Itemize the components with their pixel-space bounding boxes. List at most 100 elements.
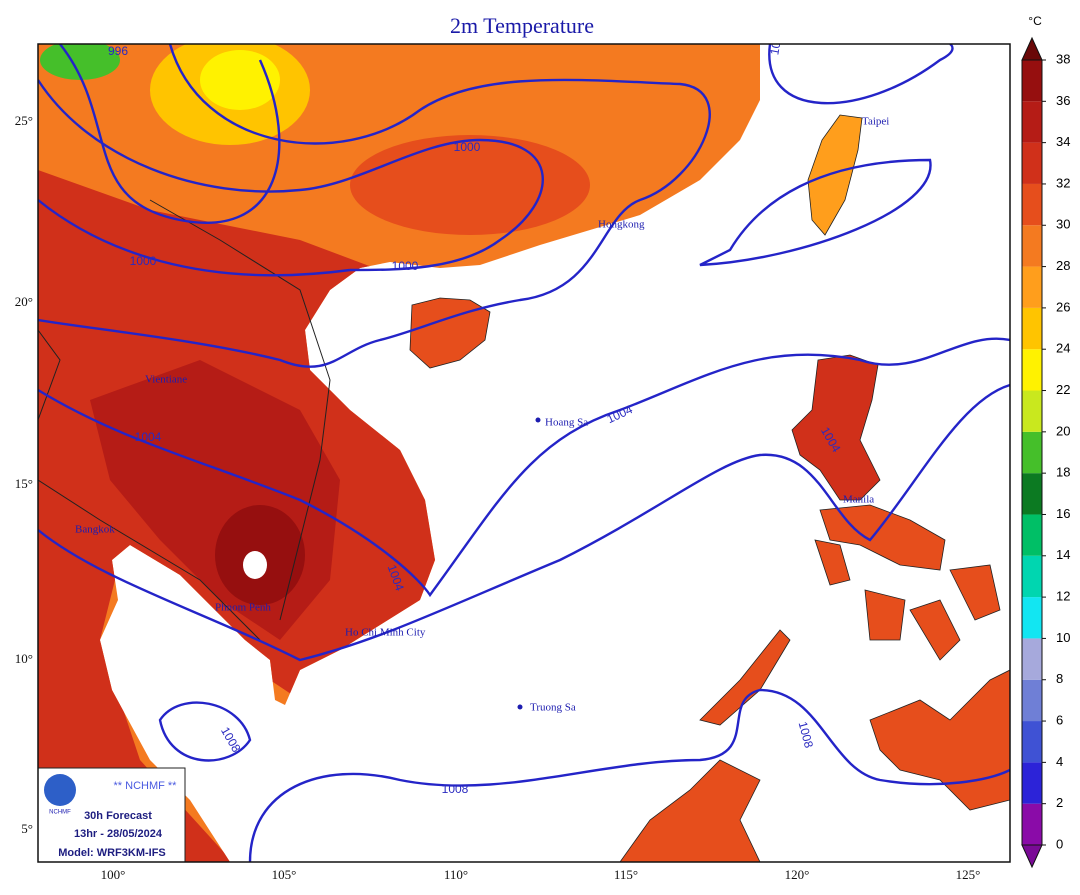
colorbar-tick-label: 8 [1056, 671, 1063, 686]
map-frame [37, 43, 1011, 863]
colorbar-tick-label: 28 [1056, 258, 1070, 273]
island [807, 114, 863, 236]
colorbar-bin [1022, 390, 1042, 432]
colorbar-bin [1022, 803, 1042, 845]
lat-label: 10° [15, 651, 33, 666]
colorbar-bin [1022, 721, 1042, 763]
border [149, 199, 331, 621]
colorbar-tick-label: 32 [1056, 175, 1070, 190]
isobar-label: 1008 [796, 720, 817, 750]
colorbar-tick-label: 38 [1056, 51, 1070, 66]
isobar [699, 158, 932, 267]
colorbar-bin [1022, 349, 1042, 391]
island [819, 504, 946, 571]
lon-label: 115° [614, 867, 638, 882]
place-label: Bangkok [75, 524, 115, 536]
colorbar-bin [1022, 473, 1042, 515]
island [699, 629, 791, 726]
colorbar-bin [1022, 679, 1042, 722]
colorbar-tick-label: 2 [1056, 795, 1063, 810]
isobar-label: 1000 [392, 259, 419, 273]
temp-zone [200, 50, 280, 110]
place-marker [535, 417, 541, 423]
isobar [38, 337, 1010, 598]
colorbar-tick-label: 36 [1056, 93, 1070, 108]
colorbar-bin [1022, 762, 1042, 804]
isobar [158, 701, 252, 762]
colorbar-tick-label: 30 [1056, 217, 1070, 232]
info-agency: ** NCHMF ** [114, 780, 178, 792]
temp-zone [40, 44, 120, 80]
isobar-label: 1000 [130, 254, 157, 268]
colorbar-bin [1022, 555, 1042, 598]
lon-label: 120° [785, 867, 810, 882]
colorbar-bin [1022, 142, 1042, 184]
info-time: 13hr - 28/05/2024 [74, 828, 163, 840]
lon-label: 110° [444, 867, 468, 882]
colorbar-tick-label: 34 [1056, 134, 1070, 149]
place-label: Vientiane [145, 374, 187, 386]
logo [44, 774, 76, 806]
place-label: Hongkong [598, 219, 645, 231]
isobar-label: 1004 [135, 430, 162, 444]
colorbar-bin [1022, 225, 1042, 267]
colorbar-tick-label: 6 [1056, 712, 1063, 727]
lat-label: 20° [15, 294, 33, 309]
lat-label: 5° [21, 821, 33, 836]
lat-label: 15° [15, 476, 33, 491]
place-label: Phnom Penh [215, 602, 271, 614]
colorbar-bin [1022, 101, 1042, 143]
isobar-label: 996 [108, 44, 128, 58]
colorbar-tick-label: 20 [1056, 423, 1070, 438]
place-label: Ho Chi Minh City [345, 627, 426, 639]
colorbar-tick-label: 18 [1056, 465, 1070, 480]
isobar-label: 1008 [442, 782, 469, 796]
border [38, 240, 261, 641]
island [869, 669, 1010, 811]
colorbar-tick-label: 24 [1056, 341, 1070, 356]
temp-zone [350, 135, 590, 235]
lat-label: 25° [15, 113, 33, 128]
isobar [38, 383, 1010, 662]
lon-label: 100° [101, 867, 126, 882]
colorbar-tick-label: 10 [1056, 630, 1070, 645]
map-title: 2m Temperature [450, 13, 594, 38]
isobar-label: 1004 [767, 27, 785, 56]
colorbar-tick-label: 22 [1056, 382, 1070, 397]
island [814, 539, 1001, 661]
colorbar-bin [1022, 514, 1042, 556]
colorbar-extend-high [1021, 36, 1043, 61]
place-label: Truong Sa [530, 702, 576, 714]
isobar [248, 688, 1010, 862]
isobar [38, 79, 544, 272]
island [619, 759, 761, 862]
colorbar-tick-label: 16 [1056, 506, 1070, 521]
info-model: Model: WRF3KM-IFS [58, 847, 166, 859]
place-marker [517, 704, 523, 710]
place-label: Taipei [862, 116, 889, 128]
isobar [38, 199, 351, 277]
colorbar-tick-label: 14 [1056, 547, 1070, 562]
colorbar-tick-label: 4 [1056, 754, 1063, 769]
colorbar-tick-label: 12 [1056, 589, 1070, 604]
lon-label: 125° [956, 867, 981, 882]
colorbar-frame [1021, 59, 1043, 846]
isobar [768, 44, 954, 105]
logo-text: NCHMF [49, 810, 71, 816]
place-label: Hoang Sa [545, 417, 588, 429]
colorbar-bin [1022, 266, 1042, 308]
colorbar-bin [1022, 307, 1042, 350]
colorbar-bin [1022, 60, 1042, 102]
info-forecast: 30h Forecast [84, 810, 152, 822]
colorbar-unit: °C [1028, 14, 1042, 28]
colorbar-tick-label: 0 [1056, 836, 1063, 851]
colorbar-bin [1022, 431, 1042, 474]
colorbar-extend-low [1021, 844, 1043, 869]
lon-label: 105° [272, 867, 297, 882]
colorbar-tick-label: 26 [1056, 299, 1070, 314]
info-box: NCHMF ** NCHMF ** 30h Forecast 13hr - 28… [38, 767, 186, 862]
colorbar-bin [1022, 183, 1042, 226]
isobar [38, 44, 711, 368]
